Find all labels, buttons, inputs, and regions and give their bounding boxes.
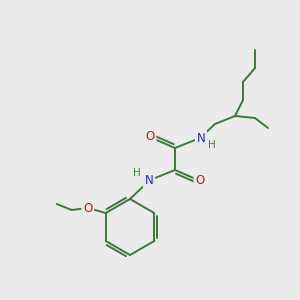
Text: N: N (196, 131, 206, 145)
Text: O: O (146, 130, 154, 143)
Text: H: H (208, 140, 216, 150)
Text: O: O (83, 202, 92, 214)
Text: O: O (195, 175, 205, 188)
Text: N: N (145, 173, 153, 187)
Text: H: H (133, 168, 141, 178)
